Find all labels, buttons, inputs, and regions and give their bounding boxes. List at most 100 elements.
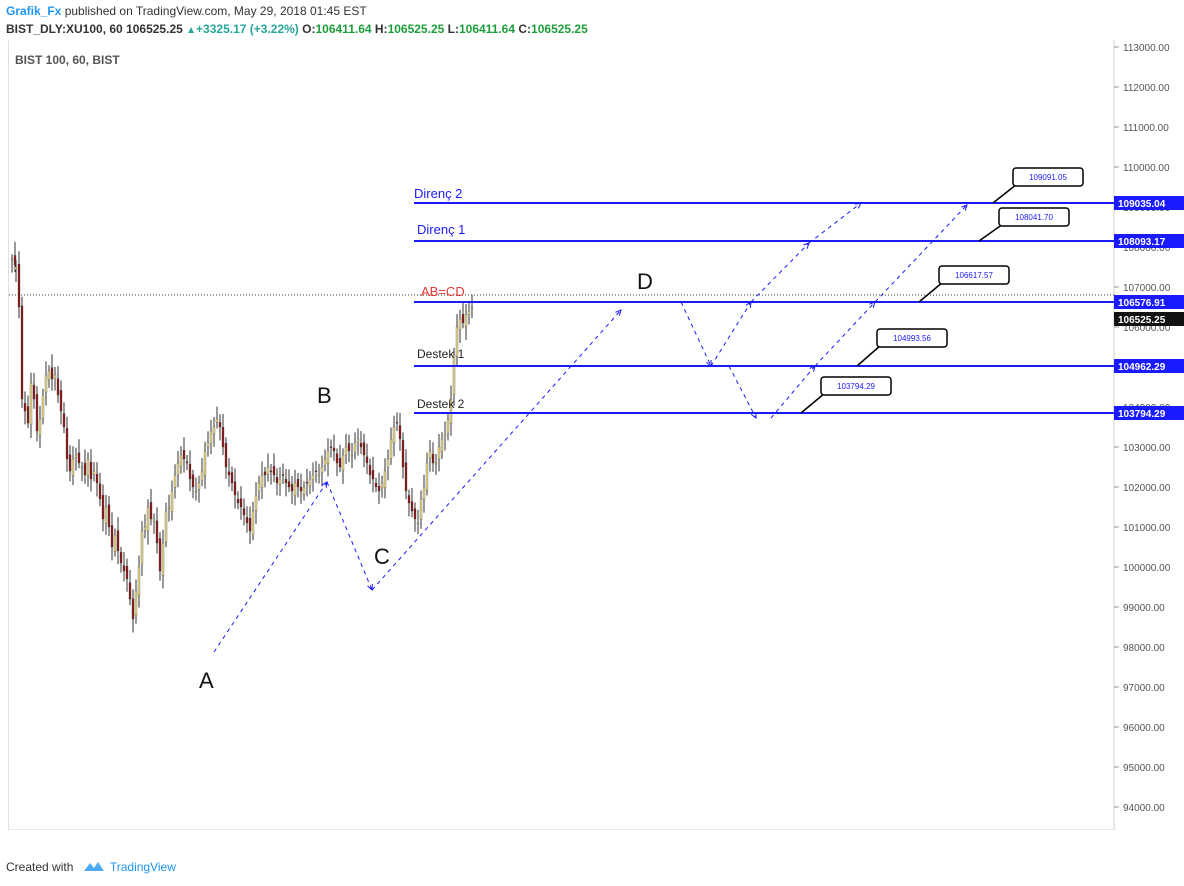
callout-box [820, 376, 892, 396]
candle-body [197, 482, 201, 490]
candle-body [59, 390, 63, 412]
candle-body [95, 474, 99, 484]
candle-body [326, 450, 330, 464]
candle-body [251, 510, 255, 536]
chart-svg[interactable]: BIST 100, 60, BIST 94000.00 95000.00 96000.… [9, 40, 1184, 830]
candle-body [275, 477, 279, 484]
level-price-tag [1114, 234, 1184, 248]
candle-body [194, 490, 198, 493]
candle-body [263, 471, 267, 476]
projection-arrow [728, 365, 757, 419]
candle-body [71, 458, 75, 476]
candle-body [308, 478, 312, 487]
callout-box [938, 265, 1010, 285]
candle-body [218, 422, 222, 428]
candle-body [212, 426, 216, 435]
candle-body [164, 510, 168, 543]
candle-body [374, 482, 378, 488]
candle-body [428, 450, 432, 459]
level-price-tag [1114, 196, 1184, 210]
candle-body [29, 382, 33, 425]
candle-body [110, 525, 114, 548]
candle-body [14, 266, 18, 270]
candle-body [125, 566, 129, 580]
candle-body [266, 466, 270, 475]
symbol: BIST_DLY:XU100, 60 [6, 22, 123, 36]
level-label: Direnç 2 [414, 186, 462, 201]
candle-body [395, 422, 399, 424]
candle-body [221, 427, 225, 448]
candle-body [92, 470, 96, 475]
callout-box [876, 328, 948, 348]
candle-body [185, 461, 189, 464]
tradingview-link[interactable]: TradingView [109, 860, 176, 874]
chart-area[interactable]: BIST 100, 60, BIST 94000.00 95000.00 96000.… [8, 40, 1184, 830]
candle-body [254, 494, 258, 511]
candle-body [119, 552, 123, 564]
candle-body [380, 482, 384, 489]
candle-body [236, 499, 240, 504]
projection-arrow [710, 301, 752, 367]
candle-body [470, 306, 474, 309]
author-link[interactable]: Grafik_Fx [6, 4, 62, 18]
candle-body [152, 518, 156, 522]
candle-body [158, 538, 162, 572]
candle-body [239, 498, 243, 508]
candle-body [89, 462, 93, 480]
callout-pointer [856, 344, 882, 367]
candle-body [98, 483, 102, 500]
open-value: 106411.64 [315, 22, 372, 36]
projection-arrowhead [750, 411, 757, 420]
candle-body [74, 454, 78, 458]
candle-body [131, 598, 135, 620]
candle-body [62, 413, 66, 428]
y-tick-label: 110000.00 [1123, 163, 1170, 174]
projection-arrowhead [855, 202, 862, 209]
current-price-tag [1114, 312, 1184, 326]
candle-body [383, 470, 387, 488]
projection-arrow [326, 481, 373, 591]
candle-body [10, 258, 14, 261]
candle-body [107, 504, 111, 528]
point-label-b: B [317, 383, 332, 408]
candle-body [56, 378, 60, 396]
candle-body [401, 440, 405, 468]
candle-body [278, 478, 282, 485]
level-label: Destek 1 [417, 347, 465, 361]
y-tick-label: 100000.00 [1123, 563, 1171, 574]
candle-body [419, 498, 423, 520]
candle-body [83, 462, 87, 476]
candle-body [122, 565, 126, 572]
level-label: Direnç 1 [417, 222, 465, 237]
candle-body [311, 474, 315, 480]
candle-body [293, 482, 297, 496]
candle-body [353, 442, 357, 453]
candle-body [461, 314, 465, 324]
candle-body [404, 462, 408, 492]
y-tick-label: 97000.00 [1123, 683, 1165, 694]
candle-body [350, 454, 354, 457]
point-label-c: C [374, 544, 390, 569]
candle-body [155, 520, 159, 544]
candle-body [257, 482, 261, 492]
change: +3325.17 (+3.22%) [196, 22, 299, 36]
projection-arrow [680, 301, 712, 367]
candle-body [269, 470, 273, 473]
candle-body [416, 522, 420, 525]
chart-title: BIST 100, 60, BIST [15, 53, 120, 67]
point-label-a: A [199, 668, 214, 693]
callout-value: 104993.56 [893, 334, 931, 343]
candle-body [128, 582, 132, 600]
callout-pointer [978, 223, 1004, 242]
candle-body [389, 438, 393, 459]
candle-body [431, 454, 435, 464]
y-tick-label: 107000.00 [1123, 283, 1171, 294]
candle-body [173, 474, 177, 488]
candle-body [290, 484, 294, 492]
candle-body [182, 450, 186, 460]
candle-body [413, 508, 417, 520]
level-price-label: 108093.17 [1118, 237, 1166, 248]
y-tick-label: 99000.00 [1123, 603, 1165, 614]
candle-body [200, 470, 204, 482]
callout-value: 108041.70 [1015, 213, 1053, 222]
